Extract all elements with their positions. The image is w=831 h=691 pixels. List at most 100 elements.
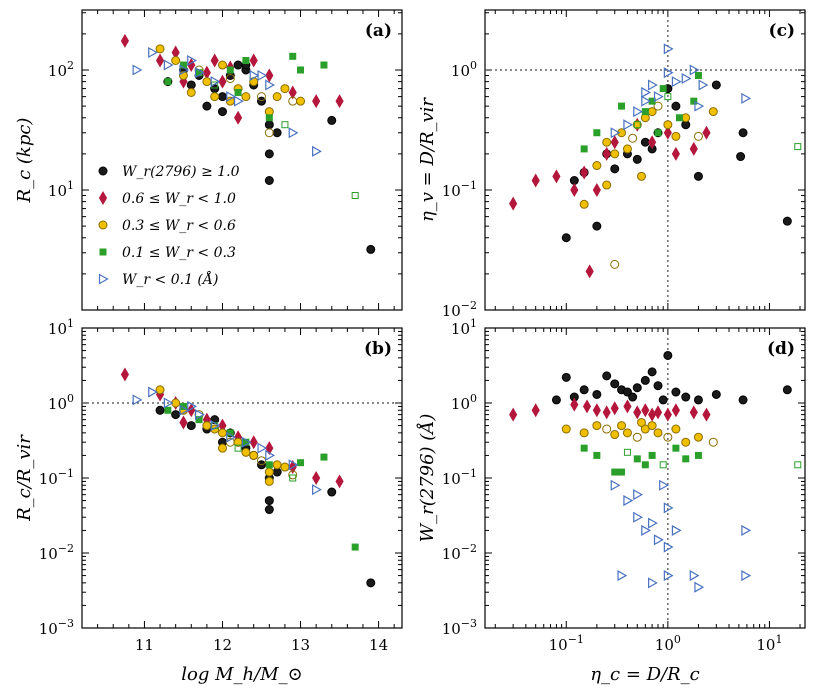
data-point <box>689 570 700 582</box>
panel-label: (b) <box>364 339 392 359</box>
panel-b: 10−3 10−2 10−1 100 101 11 12 13 14 (b) R_c/R_virlo… <box>14 317 403 685</box>
legend-marker <box>98 166 108 176</box>
data-point <box>671 76 682 88</box>
data-point <box>648 135 657 150</box>
panel-label: (c) <box>769 21 795 41</box>
y-axis-label: η_v = D/R_vir <box>417 97 438 222</box>
data-point <box>633 405 642 420</box>
data-point <box>265 449 276 461</box>
data-point <box>736 152 746 162</box>
data-point <box>233 95 244 107</box>
data-point <box>693 395 703 405</box>
legend-label: 0.1 ≤ W_r < 0.3 <box>122 245 236 261</box>
data-point <box>265 441 274 456</box>
data-point <box>618 468 626 476</box>
data-point <box>664 93 672 101</box>
legend-label: W_r < 0.1 (Å) <box>122 270 218 288</box>
data-point <box>633 511 643 523</box>
data-point <box>693 171 703 181</box>
data-point <box>654 129 662 137</box>
data-point <box>202 77 212 87</box>
data-point <box>179 415 188 430</box>
data-point <box>217 92 227 102</box>
data-point <box>592 183 601 197</box>
data-point <box>155 405 165 415</box>
data-point <box>257 92 267 102</box>
panel-label: (a) <box>365 21 392 41</box>
data-point <box>264 496 274 506</box>
data-point <box>694 581 705 593</box>
data-point <box>693 432 703 442</box>
y-tick-label: 101 <box>48 317 74 338</box>
data-point <box>163 397 174 409</box>
data-point <box>618 102 626 110</box>
data-point <box>782 385 792 395</box>
data-point <box>602 146 611 161</box>
y-tick-label: 100 <box>451 59 477 80</box>
data-point <box>163 59 174 71</box>
panel-a: 101 102 (a) R_c (kpc) <box>14 9 403 311</box>
data-point <box>633 455 641 463</box>
data-point <box>234 110 243 125</box>
data-point <box>610 430 620 440</box>
legend-marker <box>98 273 109 285</box>
data-point <box>738 128 748 138</box>
data-point <box>233 60 243 70</box>
data-point <box>561 233 571 243</box>
data-point <box>602 405 611 420</box>
data-point <box>693 131 703 141</box>
data-point <box>782 216 792 226</box>
data-point <box>257 96 267 106</box>
data-point <box>242 56 250 64</box>
data-point <box>647 367 657 377</box>
data-point <box>632 120 642 130</box>
x-tick-label: 10−1 <box>549 633 584 654</box>
legend-marker <box>99 248 107 256</box>
data-point <box>741 92 752 104</box>
data-point <box>663 67 674 79</box>
data-point <box>296 96 306 106</box>
data-point <box>611 468 619 476</box>
data-point <box>289 52 297 60</box>
data-point <box>689 64 700 76</box>
data-point <box>249 450 259 460</box>
data-point <box>711 80 721 90</box>
data-point <box>632 154 642 164</box>
axes-frame <box>81 327 403 629</box>
data-point <box>741 570 752 582</box>
panel-label: (d) <box>767 339 795 359</box>
data-point <box>622 428 632 438</box>
data-point <box>187 400 197 412</box>
data-point <box>653 428 663 438</box>
data-point <box>648 79 658 91</box>
data-point <box>708 437 718 447</box>
y-tick-label: 10−1 <box>39 467 74 488</box>
data-point <box>164 78 172 86</box>
data-point <box>234 444 242 452</box>
data-point <box>602 180 612 190</box>
y-tick-label: 10−3 <box>442 617 477 638</box>
data-point <box>610 401 619 416</box>
panel-d: 10−3 10−2 10−1 100 101 10−1 100 101 (d) W_r(2796)… <box>416 317 806 685</box>
data-point <box>264 120 274 130</box>
data-point <box>663 541 674 553</box>
data-point <box>187 54 197 67</box>
data-point <box>351 543 359 551</box>
data-point <box>265 79 276 91</box>
data-point <box>653 101 663 111</box>
data-point <box>681 437 691 447</box>
data-point <box>289 474 297 482</box>
data-point <box>217 443 227 453</box>
data-point <box>641 524 652 536</box>
data-point <box>366 244 376 254</box>
data-point <box>148 386 158 398</box>
data-point <box>641 86 652 98</box>
data-point <box>708 107 718 117</box>
data-point <box>561 424 571 434</box>
data-point <box>641 403 650 418</box>
data-point <box>610 164 620 174</box>
data-point <box>366 578 376 588</box>
data-point <box>648 407 657 422</box>
data-point <box>579 199 589 209</box>
